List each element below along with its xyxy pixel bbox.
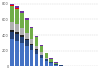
Bar [30,44,34,45]
Bar [40,55,43,58]
Bar [35,49,38,50]
Bar [15,34,19,41]
Bar [10,6,14,22]
Bar [30,27,34,28]
Bar [15,41,19,66]
Bar [30,28,34,39]
Bar [15,32,19,34]
Bar [20,36,24,43]
Bar [49,59,53,62]
Bar [54,64,58,65]
Bar [10,32,14,39]
Bar [10,30,14,32]
Bar [35,46,38,49]
Bar [20,11,24,13]
Bar [40,46,43,52]
Bar [40,52,43,55]
Bar [15,9,19,24]
Bar [44,59,48,61]
Bar [20,43,24,66]
Bar [10,5,14,6]
Bar [20,28,24,35]
Bar [10,39,14,66]
Bar [35,54,38,66]
Bar [40,45,43,46]
Bar [15,6,19,8]
Bar [25,33,29,39]
Bar [25,18,29,20]
Bar [25,20,29,33]
Bar [49,62,53,63]
Bar [35,50,38,54]
Bar [20,13,24,28]
Bar [49,63,53,66]
Bar [15,8,19,9]
Bar [40,58,43,66]
Bar [25,40,29,46]
Bar [35,36,38,37]
Bar [10,4,14,5]
Bar [54,62,58,63]
Bar [54,65,58,66]
Bar [20,35,24,36]
Bar [10,22,14,30]
Bar [25,46,29,66]
Bar [25,39,29,40]
Bar [44,61,48,66]
Bar [30,39,34,44]
Bar [30,45,34,50]
Bar [59,65,63,66]
Bar [44,58,48,59]
Bar [15,24,19,32]
Bar [44,53,48,58]
Bar [35,37,38,46]
Bar [54,63,58,64]
Bar [30,50,34,66]
